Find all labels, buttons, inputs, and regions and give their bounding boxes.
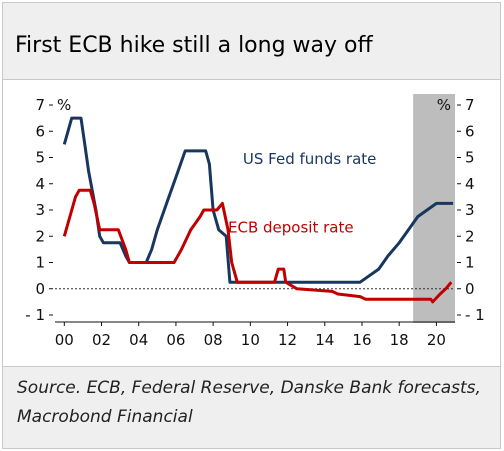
- y-tick-label-right: 3: [465, 201, 475, 219]
- y-tick-label-right: 2: [465, 227, 475, 245]
- x-tick-label: 14: [315, 331, 334, 349]
- chart-title: First ECB hike still a long way off: [15, 33, 373, 58]
- y-unit-right: %: [437, 96, 451, 114]
- x-tick-label: 08: [204, 331, 223, 349]
- y-tick-label-left: 2: [35, 227, 45, 245]
- x-tick-label: 10: [241, 331, 260, 349]
- title-divider: [3, 79, 500, 80]
- series-line-ecb: [62, 188, 453, 304]
- line-chart: - 1- 10 01 12 23 34 45 56 67 7% %00 02 04 06 08 10 12 14…: [25, 94, 485, 349]
- x-tick-label: 20: [427, 331, 446, 349]
- y-tick-label-right: 4: [465, 175, 475, 193]
- y-tick-label-right: 5: [465, 149, 475, 167]
- x-tick-label: 02: [92, 331, 111, 349]
- x-tick-label: 04: [129, 331, 148, 349]
- y-tick-label-right: - 1: [465, 306, 485, 324]
- plot-area: - 1- 1 0 0 1 1 2 2 3 3 4 4 5 5 6 6 7 7%% 00 02 04 06 08 10 12 14…: [3, 80, 500, 366]
- y-tick-label-left: 4: [35, 175, 45, 193]
- y-tick-label-right: 0: [465, 280, 475, 298]
- series-line-fed: [62, 116, 454, 284]
- x-tick-label: 06: [166, 331, 185, 349]
- y-tick-label-left: 0: [35, 280, 45, 298]
- y-tick-label-left: - 1: [25, 306, 45, 324]
- x-tick-label: 00: [55, 331, 74, 349]
- y-tick-label-left: 6: [35, 122, 45, 140]
- y-tick-label-left: 5: [35, 149, 45, 167]
- source-divider: [3, 366, 500, 367]
- source-note: Source. ECB, Federal Reserve, Danske Ban…: [17, 378, 481, 427]
- x-tick-label: 16: [352, 331, 371, 349]
- series-label-fed: US Fed funds rate: [243, 150, 376, 168]
- y-tick-label-right: 7: [465, 96, 475, 114]
- y-tick-label-right: 6: [465, 122, 475, 140]
- x-tick-label: 12: [278, 331, 297, 349]
- y-tick-label-left: 1: [35, 254, 45, 272]
- x-tick-label: 18: [390, 331, 409, 349]
- series-label-ecb: ECB deposit rate: [228, 218, 354, 236]
- y-tick-label-left: 3: [35, 201, 45, 219]
- y-tick-label-right: 1: [465, 254, 475, 272]
- y-unit-left: %: [57, 96, 71, 114]
- y-tick-label-left: 7: [35, 96, 45, 114]
